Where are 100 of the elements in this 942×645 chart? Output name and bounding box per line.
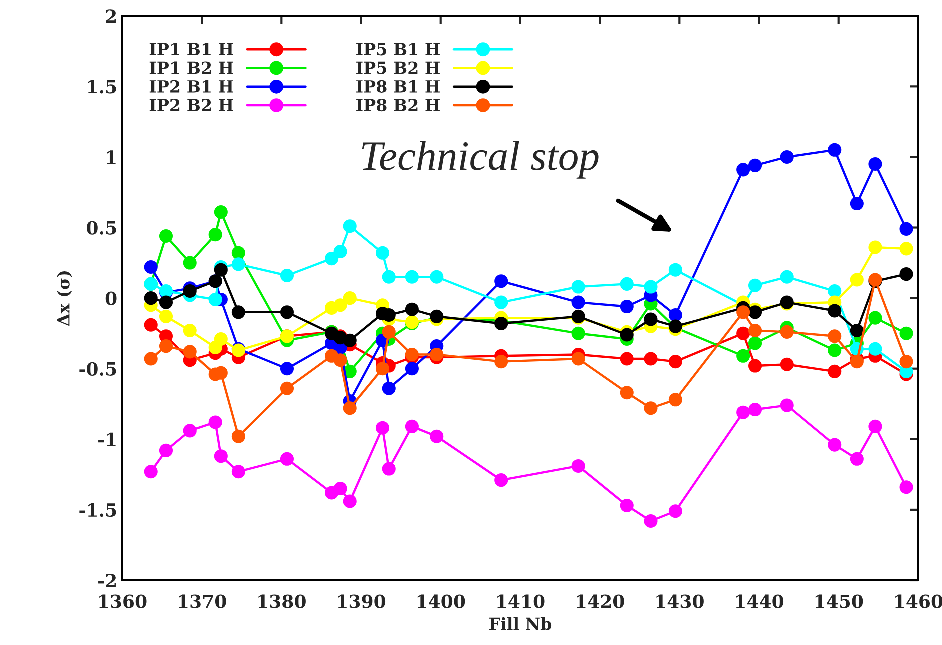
- point: [748, 158, 762, 172]
- point: [868, 342, 882, 356]
- point: [382, 462, 396, 476]
- point: [159, 444, 174, 458]
- point: [280, 452, 294, 466]
- point: [334, 244, 348, 259]
- point: [900, 326, 914, 340]
- point: [828, 438, 842, 452]
- point: [232, 306, 246, 320]
- point: [748, 324, 762, 338]
- x-tick-label: 1360: [100, 594, 147, 608]
- point: [232, 246, 246, 260]
- point: [620, 277, 634, 291]
- legend-label: IP5 B2 H: [356, 62, 440, 74]
- y-tick-label: -0.5: [80, 362, 116, 376]
- point: [232, 465, 246, 479]
- point: [334, 298, 348, 312]
- point: [183, 256, 197, 270]
- point: [868, 311, 882, 325]
- point: [334, 482, 348, 496]
- point: [144, 292, 158, 306]
- x-tick-label: 1370: [179, 594, 226, 608]
- y-tick-label: 0.5: [87, 221, 116, 235]
- y-tick-label: -2: [98, 574, 116, 588]
- point: [736, 306, 750, 320]
- point: [644, 402, 658, 416]
- point: [736, 349, 750, 363]
- point: [280, 362, 294, 376]
- point: [668, 393, 682, 407]
- point: [343, 402, 357, 416]
- point: [780, 325, 794, 339]
- point: [748, 306, 762, 320]
- x-tick-label: 1410: [498, 594, 545, 608]
- point: [376, 421, 390, 435]
- point: [405, 270, 419, 284]
- point: [430, 270, 444, 284]
- point: [736, 326, 750, 340]
- point: [780, 358, 794, 372]
- point: [494, 355, 508, 369]
- point: [159, 229, 174, 243]
- point: [343, 220, 357, 234]
- x-tick-label: 1440: [736, 594, 784, 608]
- point: [405, 420, 419, 434]
- point: [620, 300, 634, 314]
- point: [780, 150, 794, 164]
- point: [900, 242, 914, 256]
- point: [780, 398, 794, 412]
- point: [572, 280, 586, 294]
- point: [214, 450, 228, 464]
- point: [232, 258, 246, 272]
- point: [494, 316, 508, 330]
- point: [668, 308, 682, 322]
- point: [828, 143, 842, 157]
- point: [208, 416, 222, 430]
- point: [144, 260, 158, 274]
- point: [644, 312, 658, 326]
- point: [382, 325, 396, 339]
- point: [572, 352, 586, 366]
- point: [736, 406, 750, 420]
- y-tick-label: 1.5: [88, 80, 116, 94]
- point: [494, 274, 508, 288]
- point: [376, 362, 390, 376]
- point: [828, 364, 842, 378]
- x-tick-label: 1380: [258, 594, 306, 608]
- point: [494, 474, 508, 488]
- point: [183, 284, 197, 298]
- legend-label: IP1 B1 H: [150, 43, 234, 56]
- point: [159, 310, 174, 324]
- point: [644, 280, 658, 294]
- point: [900, 480, 914, 494]
- y-tick-label: -1.5: [80, 503, 116, 518]
- point: [828, 330, 842, 344]
- point: [780, 270, 794, 284]
- point: [183, 324, 197, 338]
- point: [644, 352, 658, 366]
- point: [572, 296, 586, 310]
- point: [850, 197, 864, 211]
- point: [208, 292, 222, 306]
- point: [868, 158, 882, 172]
- point: [405, 348, 419, 362]
- point: [900, 355, 914, 369]
- point: [668, 504, 682, 518]
- legend-label: IP1 B2 H: [150, 62, 234, 74]
- point: [405, 362, 419, 376]
- x-tick-label: 1450: [816, 594, 864, 608]
- point: [668, 263, 682, 277]
- legend-label: IP2 B1 H: [150, 80, 234, 93]
- x-axis-title: Fill Nb: [489, 617, 552, 630]
- point: [572, 459, 586, 473]
- x-tick-label: 1400: [418, 594, 466, 608]
- y-tick-label: 0: [106, 292, 117, 306]
- point: [325, 252, 339, 266]
- point: [572, 326, 586, 340]
- point: [183, 424, 197, 438]
- point: [828, 304, 842, 318]
- y-axis-title: Δx (σ): [57, 272, 72, 326]
- y-tick-label: 1: [107, 150, 116, 164]
- point: [376, 246, 390, 260]
- point: [644, 514, 658, 528]
- point: [232, 430, 246, 444]
